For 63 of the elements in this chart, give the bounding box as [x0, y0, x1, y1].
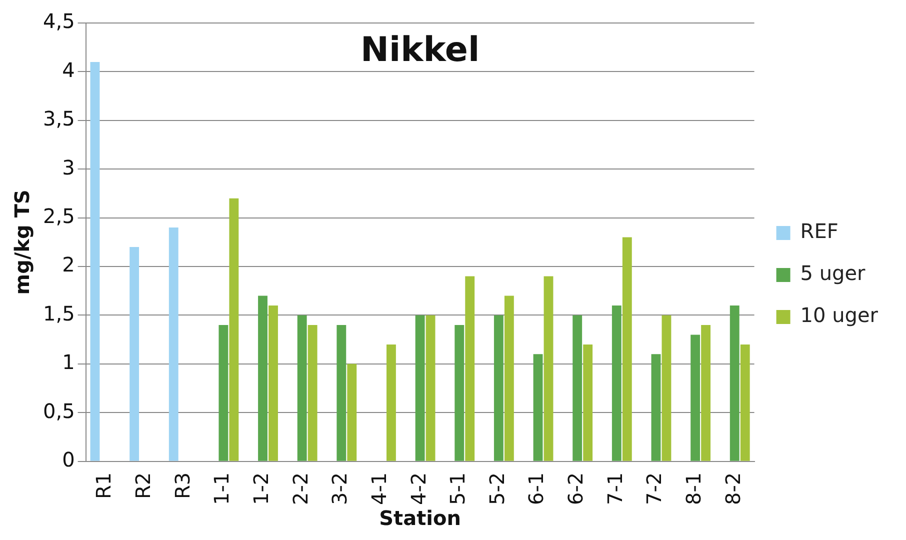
- legend-label: 10 uger: [800, 303, 879, 328]
- y-tick-label: 0,5: [42, 398, 75, 423]
- bar: [701, 324, 711, 461]
- bar: [347, 364, 357, 461]
- y-tick-label: 2,5: [42, 204, 75, 228]
- legend-label: 5 uger: [800, 261, 866, 286]
- x-tick-label: 5-2: [484, 472, 509, 506]
- bar: [662, 315, 672, 461]
- bar: [740, 344, 750, 461]
- bar: [465, 276, 475, 461]
- y-tick-label: 0: [62, 448, 75, 472]
- legend-label: REF: [800, 219, 838, 244]
- bar: [268, 305, 278, 461]
- x-tick-label: R2: [130, 472, 155, 499]
- x-axis-title: Station: [379, 506, 461, 530]
- bar: [336, 324, 346, 461]
- bar: [308, 324, 318, 461]
- x-tick-label: 8-1: [682, 472, 706, 506]
- y-tick-label: 3,5: [42, 106, 75, 131]
- bar: [386, 344, 396, 461]
- y-axis-title: mg/kg TS: [10, 190, 34, 295]
- bar: [297, 315, 307, 461]
- bar: [690, 334, 700, 461]
- bar: [454, 324, 464, 461]
- bar: [168, 228, 178, 461]
- y-tick-label: 1: [62, 350, 75, 374]
- x-tick-label: 8-2: [720, 472, 745, 506]
- bar: [130, 247, 140, 461]
- x-tick-label: 1-1: [210, 472, 234, 506]
- x-tick-label: 6-2: [564, 472, 588, 506]
- y-tick-label: 4: [62, 58, 75, 82]
- bar: [730, 305, 740, 461]
- x-tick-label: 2-2: [288, 472, 312, 506]
- y-tick-label: 1,5: [42, 301, 75, 326]
- x-tick-label: R1: [92, 472, 116, 499]
- x-tick-label: 4-1: [366, 472, 391, 506]
- bar: [622, 237, 632, 461]
- chart-title: Nikkel: [360, 30, 480, 70]
- bar: [258, 296, 268, 461]
- bar: [572, 315, 582, 461]
- x-tick-label: 1-2: [248, 472, 273, 506]
- bar: [612, 305, 622, 461]
- bar: [229, 198, 239, 461]
- bar: [415, 315, 425, 461]
- x-tick-label: 3-2: [328, 472, 352, 506]
- x-tick-label: 6-1: [524, 472, 548, 506]
- x-tick-label: 7-1: [602, 472, 627, 506]
- bar: [544, 276, 554, 461]
- bar: [583, 344, 593, 461]
- y-tick-label: 4,5: [42, 9, 75, 34]
- y-tick-label: 3: [62, 155, 75, 180]
- bar: [504, 296, 514, 461]
- x-tick-label: 5-1: [446, 472, 470, 506]
- bar: [494, 315, 504, 461]
- bar: [218, 324, 228, 461]
- bar: [651, 354, 661, 461]
- x-tick-label: 7-2: [642, 472, 666, 506]
- x-tick-label: 4-2: [406, 472, 430, 506]
- bar: [426, 315, 436, 461]
- x-tick-label: R3: [170, 472, 194, 499]
- bar: [533, 354, 543, 461]
- y-tick-label: 2: [62, 252, 75, 277]
- bar: [90, 62, 100, 461]
